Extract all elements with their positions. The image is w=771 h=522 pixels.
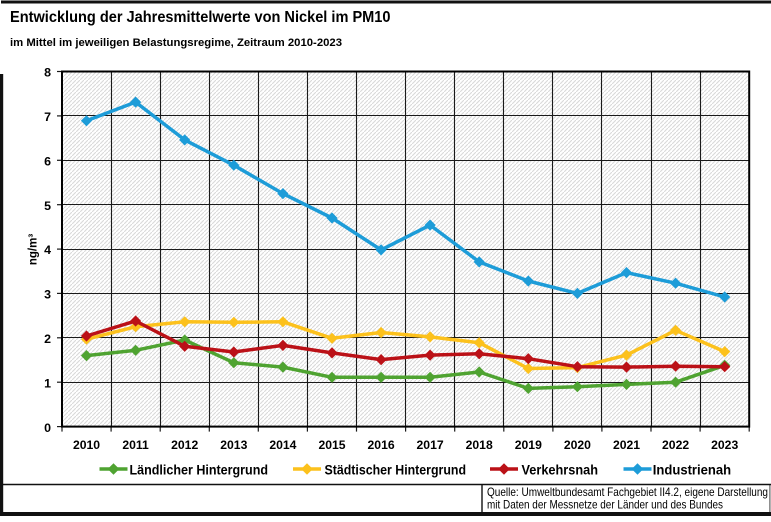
svg-text:6: 6: [44, 155, 51, 169]
svg-text:Quelle: Umweltbundesamt Fachge: Quelle: Umweltbundesamt Fachgebiet II4.2…: [487, 485, 768, 499]
svg-text:3: 3: [44, 288, 51, 302]
svg-text:0: 0: [44, 421, 51, 435]
svg-text:ng/m³: ng/m³: [28, 234, 40, 265]
svg-text:Städtischer Hintergrund: Städtischer Hintergrund: [325, 463, 467, 479]
svg-text:Ländlicher Hintergrund: Ländlicher Hintergrund: [130, 463, 269, 479]
svg-text:2021: 2021: [613, 438, 640, 452]
svg-text:2018: 2018: [466, 438, 493, 452]
svg-text:2022: 2022: [662, 438, 689, 452]
svg-text:2013: 2013: [220, 438, 247, 452]
svg-text:2020: 2020: [564, 438, 591, 452]
svg-text:2014: 2014: [269, 438, 296, 452]
svg-text:2023: 2023: [711, 438, 738, 452]
svg-text:2012: 2012: [171, 438, 198, 452]
svg-text:7: 7: [44, 110, 51, 124]
svg-text:mit Daten der Messnetze der Lä: mit Daten der Messnetze der Länder und d…: [487, 498, 723, 512]
svg-text:2011: 2011: [122, 438, 149, 452]
svg-text:8: 8: [44, 66, 51, 80]
svg-text:2015: 2015: [318, 438, 345, 452]
svg-text:2: 2: [44, 332, 51, 346]
svg-text:5: 5: [44, 199, 51, 213]
svg-text:2016: 2016: [368, 438, 395, 452]
svg-text:im Mittel im jeweiligen Belast: im Mittel im jeweiligen Belastungsregime…: [10, 37, 342, 49]
svg-text:2019: 2019: [515, 438, 542, 452]
svg-text:1: 1: [44, 376, 51, 390]
svg-text:2017: 2017: [417, 438, 444, 452]
svg-text:4: 4: [44, 243, 51, 257]
svg-text:2010: 2010: [73, 438, 100, 452]
svg-text:Industrienah: Industrienah: [653, 463, 731, 479]
svg-text:Entwicklung der Jahresmittelwe: Entwicklung der Jahresmittelwerte von Ni…: [10, 9, 391, 26]
svg-text:Verkehrsnah: Verkehrsnah: [522, 463, 599, 479]
